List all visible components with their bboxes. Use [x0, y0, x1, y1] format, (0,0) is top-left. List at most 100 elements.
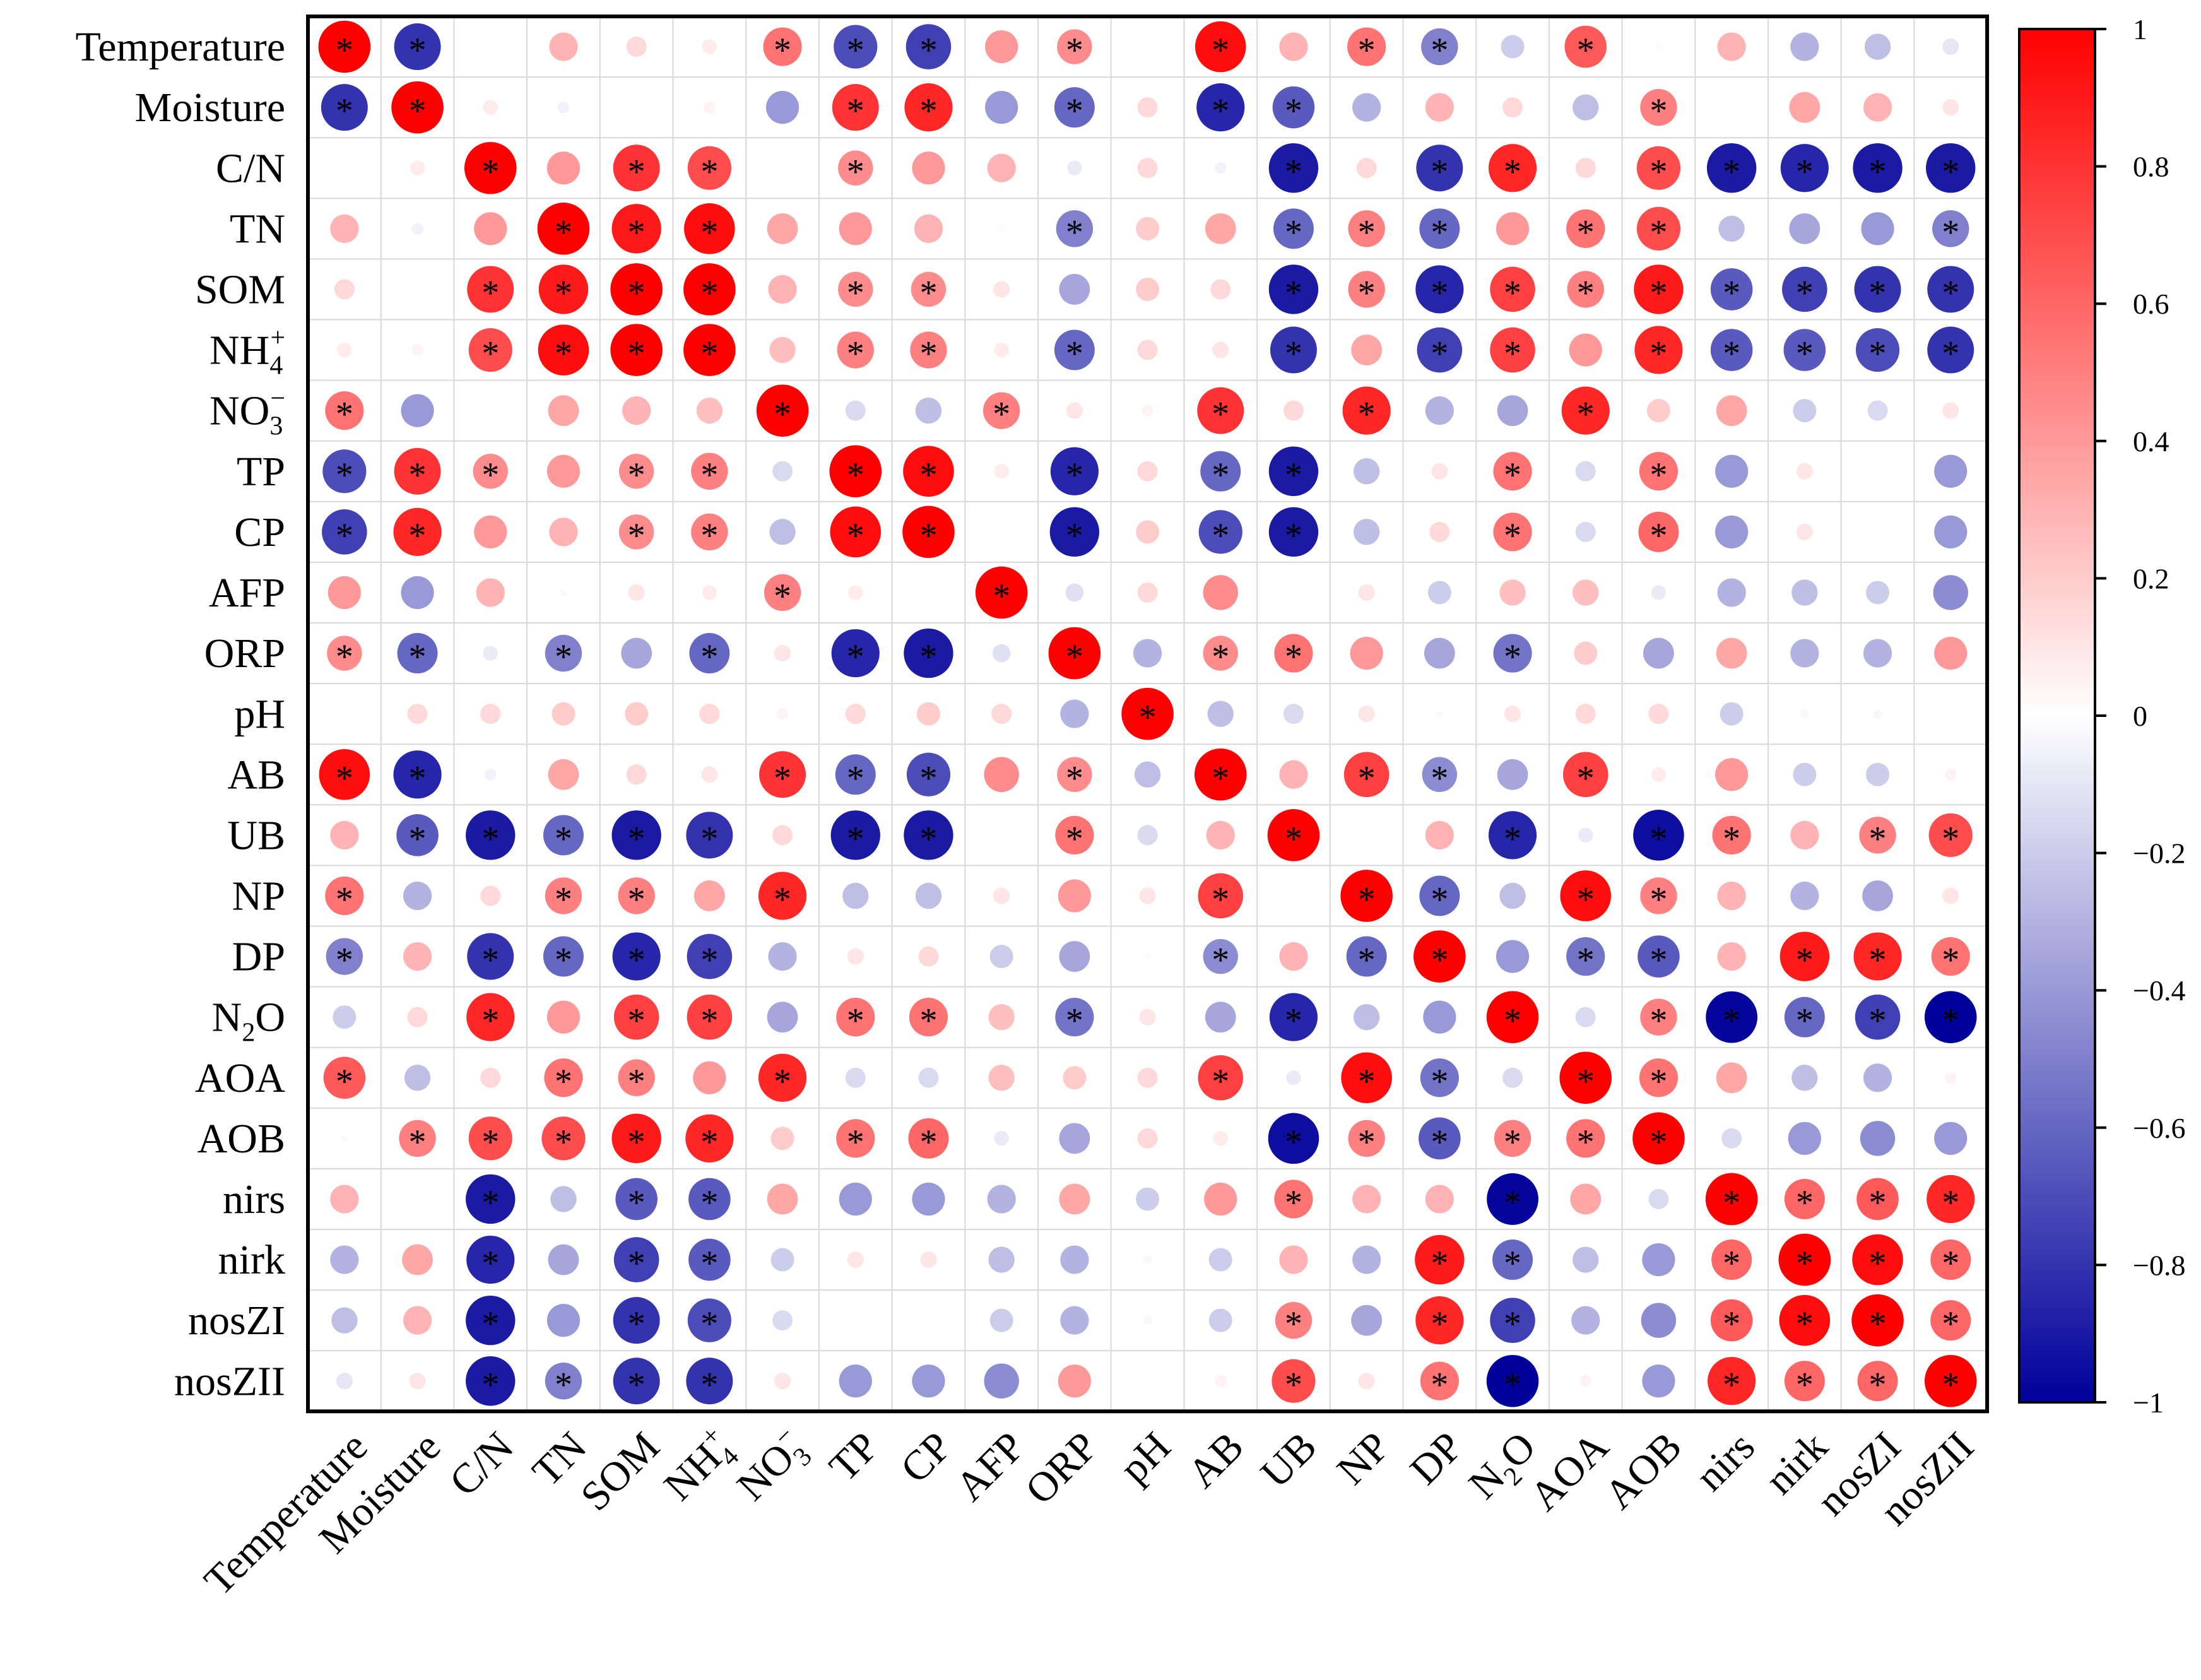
cell-circle-16-9 — [988, 1003, 1015, 1031]
significance-star-18-8: * — [919, 1123, 937, 1162]
cell-circle-17-16 — [1502, 1067, 1523, 1088]
significance-star-22-21: * — [1869, 1365, 1887, 1404]
cell-circle-13-13 — [1267, 809, 1320, 861]
cell-circle-8-6 — [769, 519, 796, 545]
significance-star-19-20: * — [1796, 1183, 1814, 1222]
cell-circle-6-7 — [845, 400, 866, 421]
significance-star-0-15: * — [1431, 31, 1448, 70]
significance-star-2-18: * — [1649, 152, 1667, 191]
matrix-grid — [308, 16, 1988, 1412]
significance-star-12-0: * — [336, 759, 353, 798]
significance-star-11-11: * — [1139, 698, 1157, 737]
significance-star-21-20: * — [1796, 1304, 1814, 1344]
cell-circle-5-5 — [683, 324, 736, 376]
significance-star-5-4: * — [628, 334, 646, 374]
cell-circle-20-22 — [1930, 1239, 1971, 1281]
cell-circle-21-16 — [1490, 1298, 1535, 1343]
cell-circle-2-22 — [1926, 143, 1976, 193]
cell-circle-15-10 — [1059, 941, 1090, 972]
cell-circle-1-12 — [1196, 83, 1245, 132]
cell-circle-12-16 — [1497, 759, 1528, 790]
cell-circle-16-17 — [1575, 1007, 1596, 1027]
significance-star-2-21: * — [1869, 152, 1887, 191]
cell-circle-5-14 — [1351, 334, 1383, 365]
significance-star-17-3: * — [555, 1062, 572, 1101]
significance-star-16-10: * — [1066, 1002, 1083, 1041]
significance-star-15-20: * — [1796, 941, 1814, 980]
cell-circle-9-18 — [1651, 585, 1667, 600]
significance-star-1-0: * — [336, 92, 353, 131]
cell-circle-9-19 — [1717, 578, 1746, 607]
cell-circle-19-21 — [1856, 1178, 1899, 1221]
significance-star-20-16: * — [1504, 1244, 1521, 1283]
cell-circle-18-3 — [541, 1116, 586, 1161]
cell-circle-20-16 — [1492, 1239, 1533, 1281]
cell-circle-14-6 — [758, 872, 807, 920]
significance-star-3-3: * — [555, 213, 572, 252]
significance-star-16-19: * — [1723, 1002, 1740, 1041]
cell-circle-3-3 — [537, 203, 590, 255]
cell-circle-10-22 — [1934, 636, 1968, 670]
significance-star-15-18: * — [1649, 941, 1667, 980]
cell-circle-18-13 — [1268, 1113, 1319, 1164]
significance-star-17-4: * — [628, 1062, 646, 1101]
significance-star-7-18: * — [1649, 456, 1667, 495]
cell-circle-1-19 — [1728, 104, 1735, 111]
cell-circle-1-10 — [1054, 87, 1095, 128]
cell-circle-4-8 — [911, 271, 947, 307]
cell-circle-3-14 — [1348, 210, 1385, 247]
colorbar-gradient — [2018, 28, 2096, 1404]
significance-star-6-0: * — [336, 395, 353, 434]
cell-circle-19-20 — [1784, 1178, 1825, 1219]
cell-circle-21-2 — [466, 1295, 516, 1346]
cell-circle-22-2 — [466, 1356, 516, 1406]
cell-circle-18-22 — [1934, 1121, 1968, 1155]
cell-circle-12-1 — [393, 750, 442, 799]
cell-circle-21-22 — [1930, 1300, 1971, 1341]
cell-circle-3-19 — [1718, 215, 1745, 242]
significance-star-13-22: * — [1942, 819, 1959, 858]
cell-circle-2-20 — [1780, 144, 1829, 192]
cell-circle-8-5 — [691, 513, 728, 551]
column-label-10: ORP — [1017, 1423, 1106, 1513]
row-labels: Temperature Moisture C/N TN SOM NH4+NO3− TP CP A… — [75, 24, 285, 1404]
cell-circle-11-14 — [1358, 706, 1375, 723]
cell-circle-16-18 — [1640, 998, 1677, 1036]
cell-circle-0-22 — [1942, 38, 1959, 56]
cell-circle-7-10 — [1050, 447, 1099, 495]
cell-circle-13-12 — [1206, 820, 1235, 849]
cell-circle-21-18 — [1641, 1303, 1677, 1338]
cell-circle-8-18 — [1638, 511, 1679, 552]
cell-circle-8-14 — [1353, 519, 1380, 545]
cell-circle-1-11 — [1137, 97, 1158, 118]
cell-circle-5-12 — [1212, 341, 1229, 358]
significance-star-18-15: * — [1431, 1123, 1448, 1162]
cell-circle-1-8 — [904, 83, 953, 132]
cell-circle-11-0 — [341, 711, 348, 718]
significance-star-6-17: * — [1577, 395, 1595, 434]
cell-circle-5-1 — [411, 344, 423, 356]
row-label-16: N2O — [212, 995, 285, 1048]
cell-circle-15-13 — [1279, 942, 1308, 971]
cell-circle-19-8 — [912, 1182, 945, 1216]
cell-circle-22-14 — [1358, 1373, 1375, 1390]
cell-circle-5-6 — [769, 336, 796, 364]
cell-circle-17-8 — [918, 1067, 939, 1088]
cell-circle-10-11 — [1133, 639, 1162, 668]
cell-circle-12-2 — [485, 769, 497, 781]
cell-circle-7-5 — [691, 453, 728, 490]
cell-circle-11-20 — [1800, 709, 1810, 719]
significance-star-21-19: * — [1723, 1304, 1740, 1344]
significance-star-13-8: * — [919, 819, 937, 858]
significance-star-16-8: * — [919, 1002, 937, 1041]
significance-star-7-5: * — [700, 456, 718, 495]
significance-star-4-18: * — [1649, 273, 1667, 312]
cell-circle-17-12 — [1198, 1055, 1244, 1101]
cell-circle-12-10 — [1057, 757, 1092, 792]
cell-circle-20-8 — [920, 1251, 937, 1269]
significance-star-13-3: * — [555, 819, 572, 858]
significance-star-8-5: * — [700, 516, 718, 555]
cell-circle-5-15 — [1417, 327, 1463, 373]
significance-star-4-17: * — [1577, 273, 1595, 312]
significance-star-14-4: * — [628, 880, 646, 919]
